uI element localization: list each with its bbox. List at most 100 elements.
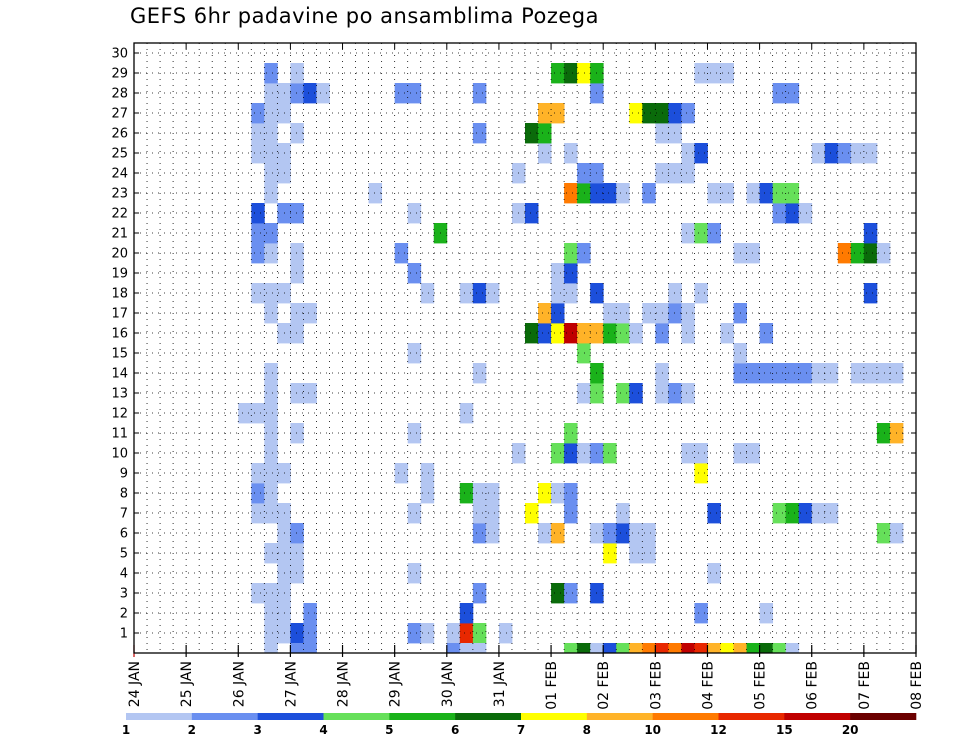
heatmap-cell [251, 103, 265, 124]
heatmap-cell [694, 63, 708, 84]
heatmap-cell [485, 503, 500, 524]
heatmap-cell [251, 583, 265, 604]
heatmap-cell [616, 303, 630, 324]
heatmap-cell [290, 243, 304, 264]
heatmap-cell [694, 463, 708, 484]
heatmap-cell [785, 503, 800, 524]
heatmap-cell [564, 443, 578, 464]
y-tick-label: 20 [111, 247, 128, 262]
heatmap-cell [394, 83, 409, 104]
chart-title: GEFS 6hr padavine po ansamblima Pozega [130, 4, 600, 28]
legend-swatch [850, 713, 917, 720]
x-tick-label: 02 FEB [596, 661, 612, 710]
y-tick-label: 28 [111, 87, 128, 102]
heatmap-cell [264, 423, 278, 444]
heatmap-cell [551, 483, 565, 504]
heatmap-cell [290, 543, 304, 564]
heatmap-cell [681, 163, 695, 184]
legend-swatch [126, 713, 193, 720]
x-tick-label: 27 JAN [283, 661, 299, 707]
heatmap-cell [264, 583, 278, 604]
heatmap-cell [459, 403, 474, 424]
strip-cell [642, 643, 656, 653]
heatmap-cell [642, 103, 656, 124]
strip-cell [564, 643, 578, 653]
heatmap-cell [407, 343, 422, 364]
heatmap-cell [681, 223, 695, 244]
heatmap-cell [707, 183, 721, 204]
heatmap-cell [694, 603, 708, 624]
heatmap-cell [824, 143, 839, 164]
heatmap-cell [264, 83, 278, 104]
x-tick-label: 03 FEB [648, 661, 664, 710]
heatmap-cell [290, 423, 304, 444]
heatmap-cell [264, 143, 278, 164]
heatmap-cell [551, 323, 565, 344]
heatmap-cell [681, 103, 695, 124]
heatmap-cell [616, 503, 630, 524]
strip-cell [772, 643, 787, 653]
heatmap-cell [407, 503, 422, 524]
heatmap-cell [459, 483, 474, 504]
heatmap-cell [485, 483, 500, 504]
y-tick-label: 3 [120, 587, 128, 602]
x-tick-label: 01 FEB [544, 661, 560, 710]
heatmap-cell [876, 423, 891, 444]
y-tick-label: 25 [111, 147, 128, 162]
heatmap-cell [759, 183, 774, 204]
heatmap-cell [394, 243, 409, 264]
heatmap-cell [603, 183, 617, 204]
heatmap-cell [694, 443, 708, 464]
heatmap-cell [681, 443, 695, 464]
heatmap-cell [616, 323, 630, 344]
heatmap-cell [863, 143, 878, 164]
heatmap-cell [446, 623, 461, 644]
heatmap-cell [876, 523, 891, 544]
heatmap-cell [420, 283, 435, 304]
x-tick-label: 31 JAN [492, 661, 508, 707]
heatmap-cell [564, 263, 578, 284]
heatmap-cell [290, 63, 304, 84]
heatmap-cell [525, 503, 539, 524]
y-tick-label: 5 [120, 547, 128, 562]
heatmap-cell [837, 143, 852, 164]
heatmap-cell [264, 123, 278, 144]
legend-swatch [521, 713, 588, 720]
legend-label: 12 [710, 723, 727, 737]
y-tick-label: 15 [111, 347, 128, 362]
y-tick-label: 8 [120, 487, 128, 502]
legend-label: 6 [451, 723, 459, 737]
heatmap-cell [785, 363, 800, 384]
heatmap-cell [681, 383, 695, 404]
heatmap-cell [303, 603, 317, 624]
heatmap-cell [668, 103, 682, 124]
heatmap-cell [746, 443, 760, 464]
x-tick-label: 05 FEB [753, 661, 769, 710]
heatmap-cell [290, 203, 304, 224]
legend-swatch [191, 713, 258, 720]
strip-cell [590, 643, 604, 653]
strip-cell [459, 643, 474, 653]
plot-frame [133, 42, 917, 654]
heatmap-cell [603, 443, 617, 464]
heatmap-cell [264, 603, 278, 624]
heatmap-cell [668, 383, 682, 404]
heatmap-cell [603, 523, 617, 544]
heatmap-cell [798, 503, 813, 524]
heatmap-cell [616, 183, 630, 204]
heatmap-cell [785, 183, 800, 204]
heatmap-cell [720, 63, 734, 84]
heatmap-cell [290, 523, 304, 544]
strip-cell [668, 643, 682, 653]
legend-swatch [586, 713, 653, 720]
heatmap-cell [472, 523, 487, 544]
heatmap-cell [407, 263, 422, 284]
heatmap-cell [264, 163, 278, 184]
heatmap-cell [459, 283, 474, 304]
heatmap-cell [303, 303, 317, 324]
heatmap-cell [616, 523, 630, 544]
heatmap-cell [251, 123, 265, 144]
heatmap-cell [577, 343, 591, 364]
y-tick-label: 2 [120, 607, 128, 622]
heatmap-cell [525, 203, 539, 224]
